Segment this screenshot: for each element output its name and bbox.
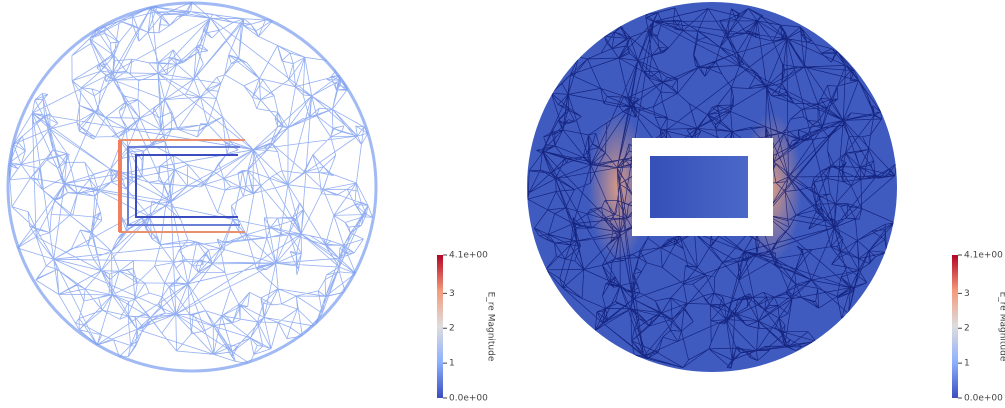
colorbar-tick-label: 4.1e+00 [449, 251, 488, 261]
sphere-outline [6, 1, 378, 373]
colorbar-tick-label: 3 [449, 289, 455, 299]
colorbar-tick-label: 2 [964, 324, 970, 334]
colorbar-tick-label: 2 [449, 324, 455, 334]
mesh-edges [8, 2, 373, 364]
colorbar [952, 255, 958, 398]
colorbar-tick-label: 1 [964, 359, 970, 369]
colorbar-tick-label: 4.1e+00 [964, 251, 1003, 261]
wireframe-sphere [8, 2, 373, 364]
colorbar [437, 255, 443, 398]
colorbar-title: E_re Magnitude [998, 292, 1005, 362]
solid-c-shape [632, 138, 773, 236]
colorbar-tick-label: 1 [449, 359, 455, 369]
colorbar-title: E_re Magnitude [486, 292, 496, 362]
wire-c-shape [118, 139, 245, 233]
colorbar-tick-label: 0.0e+00 [449, 394, 488, 404]
colorbar-tick-label: 3 [964, 289, 970, 299]
colorbar-tick-label: 0.0e+00 [964, 394, 1003, 404]
